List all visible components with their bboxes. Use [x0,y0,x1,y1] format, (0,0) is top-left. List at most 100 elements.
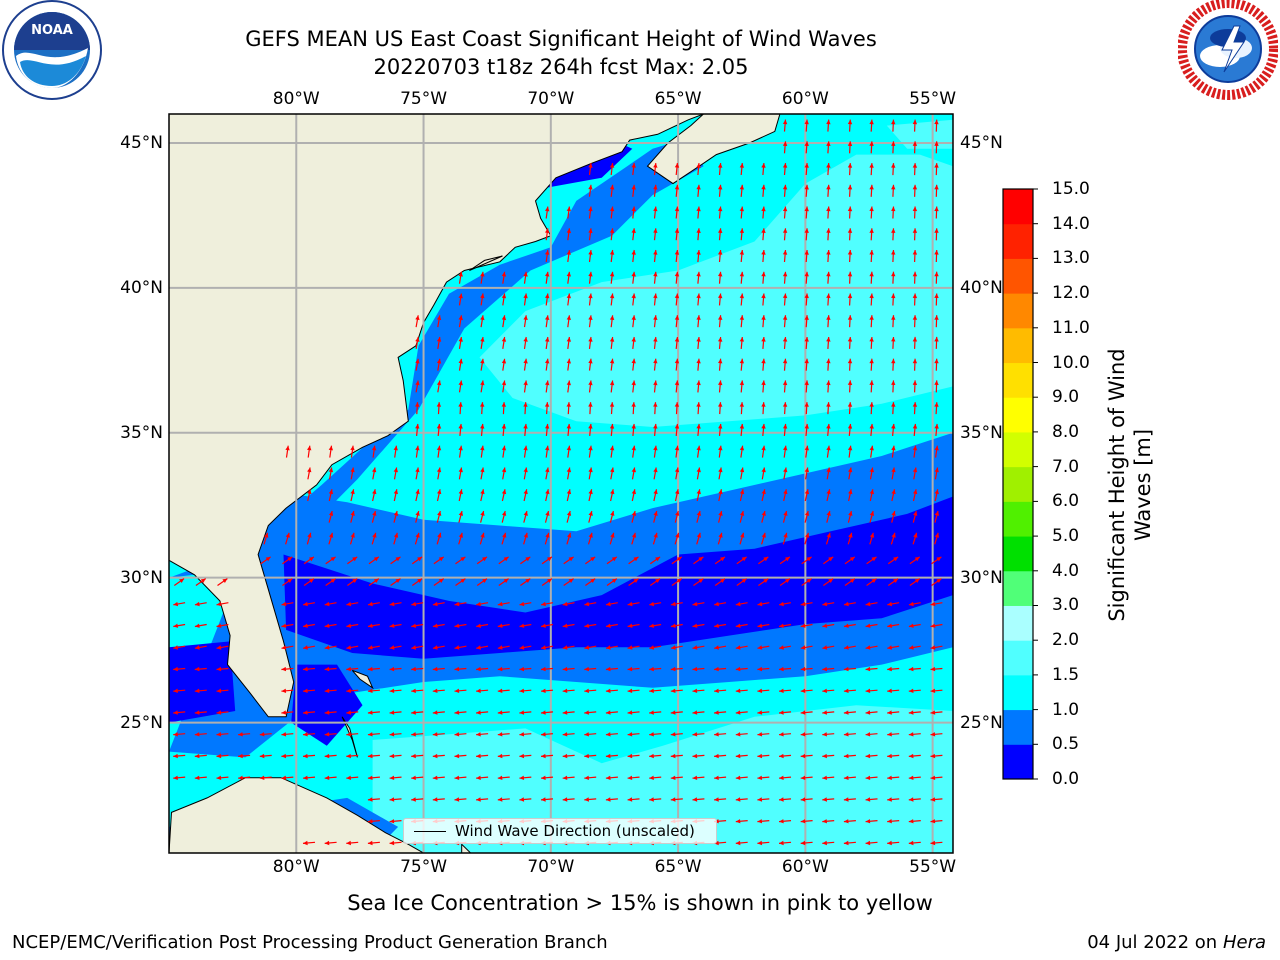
wave-direction-arrowhead [545,380,550,386]
wave-direction-arrowhead [389,753,395,759]
wave-direction-arrowhead [757,732,763,737]
wave-direction-arrowhead [584,688,589,693]
wave-direction-arrowhead [847,293,853,299]
wave-direction-arrowhead [800,688,806,693]
chart-subtitle: 20220703 t18z 264h fcst Max: 2.05 [373,55,749,79]
wave-direction-arrowhead [309,578,314,583]
wave-direction-arrowhead [303,840,308,846]
wave-direction-arrowhead [415,402,420,407]
wave-direction-arrowhead [562,732,568,737]
wave-direction-arrowhead [547,556,552,562]
wave-direction-arrowhead [670,623,676,628]
wave-direction-arrowhead [735,601,741,607]
wave-direction-arrowhead [761,184,766,190]
contour-0p0-gulf [169,641,236,723]
wave-direction-arrowhead [216,775,222,780]
wave-direction-arrowhead [934,119,939,125]
wave-direction-arrowhead [800,819,806,824]
wave-direction-arrowhead [913,532,918,538]
wave-direction-arrowhead [783,423,788,429]
wave-direction-arrowhead [757,688,763,693]
wave-direction-arrowhead [303,688,308,693]
wave-direction-arrowhead [847,163,853,168]
wave-direction-arrowhead [649,775,654,780]
contour-0p0-bahamas [291,664,363,746]
wave-direction-arrowhead [584,753,589,759]
wave-direction-arrowhead [367,819,373,824]
wave-direction-arrowhead [605,666,611,672]
wave-direction-arrowhead [609,271,615,277]
wave-direction-arrowhead [346,775,351,780]
wave-direction-arrowhead [912,358,918,364]
wave-direction-arrowhead [285,445,290,451]
lat-tick-label-left: 45°N [120,132,163,153]
wave-direction-arrowhead [584,710,589,715]
wave-direction-arrowhead [350,467,355,473]
wave-direction-arrowhead [458,489,463,495]
wave-direction-arrowhead [562,688,568,693]
wave-direction-arrowhead [541,666,546,672]
wave-direction-arrowhead [562,666,568,672]
wave-direction-arrowhead [804,511,810,516]
wave-direction-arrowhead [930,753,936,759]
wave-direction-arrowhead [502,511,507,516]
wave-direction-arrowhead [545,315,550,320]
wave-direction-arrowhead [869,228,874,233]
wave-direction-arrowhead [779,601,784,607]
wave-direction-arrowhead [566,337,571,342]
footer-credit: NCEP/EMC/Verification Post Processing Pr… [12,932,608,953]
wave-direction-arrowhead [714,645,719,650]
colorbar-segment [1003,536,1033,572]
contour-0p5-coastal [169,137,704,578]
wave-direction-arrowhead [173,666,178,672]
wave-direction-arrowhead [605,710,611,715]
wave-direction-arrowhead [843,753,849,759]
wave-direction-arrowhead [324,840,330,846]
land-hispaniola [461,843,472,853]
wave-direction-arrowhead [502,532,507,538]
wave-direction-arrowhead [437,511,442,516]
wave-direction-arrowhead [930,710,936,715]
wave-direction-arrowhead [930,645,936,650]
wave-direction-arrowhead [714,775,719,780]
wave-direction-arrowhead [692,732,698,737]
wave-direction-arrowhead [609,358,615,364]
wave-direction-arrowhead [173,623,179,628]
wave-direction-arrowhead [458,532,463,538]
wave-direction-arrowhead [281,688,287,693]
wave-direction-arrowhead [869,511,875,516]
wind-wave-arrows [173,119,943,846]
wave-direction-arrowhead [865,797,871,802]
wave-direction-arrowhead [718,445,723,451]
wave-direction-arrowhead [627,645,633,650]
wave-direction-arrowhead [912,271,918,277]
wave-direction-arrowhead [324,623,330,628]
wave-direction-arrowhead [480,380,485,386]
wave-direction-arrowhead [782,271,788,277]
wave-direction-arrowhead [588,402,593,407]
wave-direction-arrowhead [372,489,377,495]
wave-direction-arrowhead [761,489,766,495]
wave-direction-arrowhead [627,666,633,672]
wave-direction-arrowhead [588,358,593,364]
wave-direction-arrowhead [519,623,525,628]
wave-direction-arrowhead [541,623,546,628]
wave-direction-arrowhead [804,184,809,190]
wave-direction-arrowhead [519,775,525,780]
wave-direction-arrowhead [800,753,806,759]
wave-direction-arrowhead [609,206,615,212]
wave-direction-arrowhead [914,556,920,562]
wave-direction-arrowhead [804,467,810,473]
wave-direction-arrowhead [482,578,487,583]
wave-direction-arrowhead [588,271,593,277]
wave-direction-arrowhead [562,797,568,802]
wave-direction-arrowhead [714,732,719,737]
wave-direction-arrowhead [476,732,481,737]
wave-direction-arrowhead [779,775,784,780]
wave-direction-arrowhead [934,228,939,233]
wave-direction-arrowhead [740,532,745,538]
wave-direction-arrowhead [566,467,572,473]
wave-direction-arrowhead [934,423,939,429]
wave-direction-arrowhead [653,184,658,190]
wave-direction-arrowhead [610,511,615,516]
